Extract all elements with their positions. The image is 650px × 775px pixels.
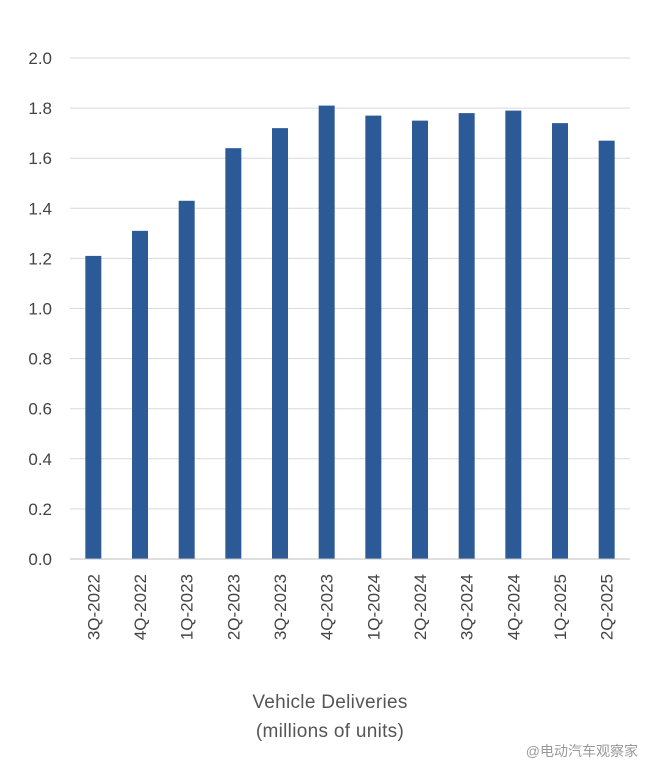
y-tick-label: 2.0 xyxy=(28,49,52,68)
watermark: @电动汽车观察家 xyxy=(525,743,638,759)
axis-label-line2: (millions of units) xyxy=(255,721,405,742)
x-tick-label: 1Q-2024 xyxy=(364,574,383,640)
x-tick-label: 4Q-2023 xyxy=(318,574,337,640)
x-tick-label: 3Q-2024 xyxy=(458,574,477,640)
y-tick-label: 1.8 xyxy=(28,99,52,118)
y-tick-label: 0.0 xyxy=(28,550,52,569)
bar xyxy=(412,120,428,559)
y-tick-label: 1.4 xyxy=(28,199,52,218)
bar xyxy=(505,110,522,559)
y-tick-label: 1.6 xyxy=(28,149,52,168)
bar-chart: 0.0 0.2 0.4 0.6 0.8 1.0 1.2 1.4 1.6 1.8 2.0 3Q-2022… xyxy=(28,49,630,640)
axis-label-line1: Vehicle Deliveries xyxy=(252,692,408,713)
x-tick-label: 1Q-2023 xyxy=(178,574,197,640)
bar xyxy=(458,113,475,560)
x-tick-label: 2Q-2023 xyxy=(224,574,243,640)
x-tick-label: 2Q-2024 xyxy=(411,574,430,640)
bar xyxy=(132,230,148,559)
x-tick-label: 2Q-2025 xyxy=(598,574,617,640)
y-tick-label: 1.0 xyxy=(28,300,52,319)
bar xyxy=(365,115,382,560)
y-tick-label: 0.2 xyxy=(28,500,52,519)
bar xyxy=(85,255,102,559)
bar xyxy=(178,200,195,559)
bar xyxy=(272,128,288,559)
bar xyxy=(552,123,568,559)
bar xyxy=(225,148,242,559)
y-tick-label: 1.2 xyxy=(28,249,52,268)
bar xyxy=(598,140,615,560)
x-tick-label: 3Q-2022 xyxy=(84,574,103,640)
x-tick-label: 4Q-2024 xyxy=(504,574,523,640)
x-tick-label: 4Q-2022 xyxy=(131,574,150,640)
x-tick-label: 1Q-2025 xyxy=(551,574,570,640)
x-tick-label: 3Q-2023 xyxy=(271,574,290,640)
y-tick-label: 0.8 xyxy=(28,350,52,369)
bar xyxy=(318,105,335,559)
y-tick-label: 0.6 xyxy=(28,400,52,419)
y-tick-label: 0.4 xyxy=(28,450,52,469)
